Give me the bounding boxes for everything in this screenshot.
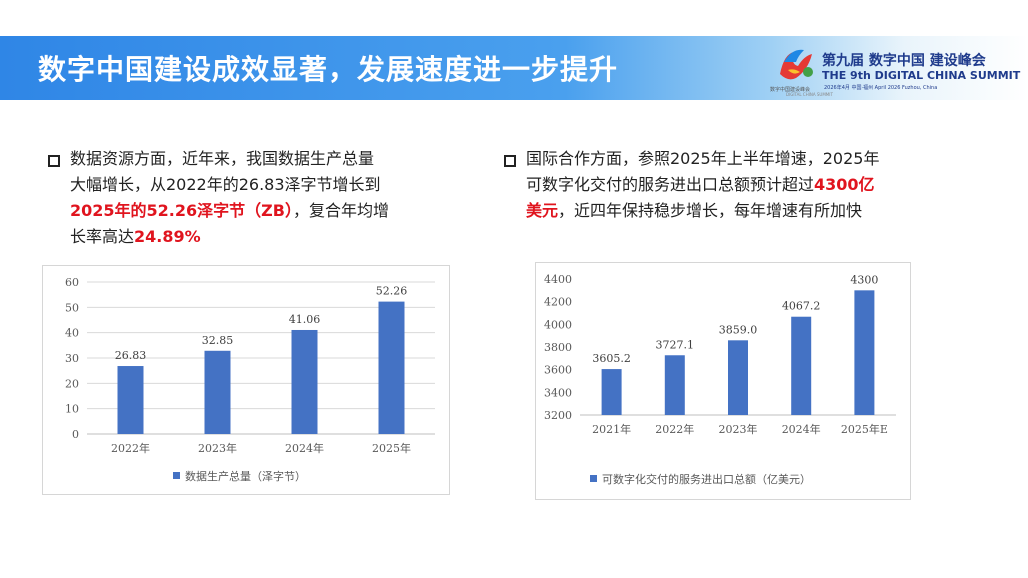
bar <box>601 369 622 415</box>
x-tick-label: 2025年 <box>372 441 411 455</box>
data-label: 3859.0 <box>719 323 758 336</box>
summit-logo-icon <box>780 49 813 80</box>
summit-date: 2026年4月 中国·福州 April 2026 Fuzhou, China <box>824 85 938 91</box>
bullet-square-icon <box>48 155 60 167</box>
data-label: 4067.2 <box>782 300 821 313</box>
left-line-3: 2025年的52.26泽字节（ZB），复合年均增 <box>70 198 470 224</box>
left-paragraph: 数据资源方面，近年来，我国数据生产总量 大幅增长，从2022年的26.83泽字节… <box>70 146 470 250</box>
bar <box>291 329 318 434</box>
left-highlight-2: 24.89% <box>134 227 201 246</box>
data-label: 52.26 <box>376 285 408 298</box>
logo-mark-text: 数字中国建设峰会 <box>770 87 811 93</box>
bar <box>728 340 748 415</box>
right-line-1: 国际合作方面，参照2025年上半年增速，2025年 <box>526 149 880 168</box>
chart-data-volume-frame: 0 10 20 30 40 50 60 26.83 2022年 32.85 2023年 41.06 20… <box>42 265 450 495</box>
x-tick-label: 2023年 <box>198 441 237 455</box>
y-tick-label: 10 <box>65 403 79 416</box>
chart-services-trade-frame: 3200 3400 3600 3800 4000 4200 4400 3605.2 2021年 3… <box>535 262 911 500</box>
data-label: 4300 <box>850 273 878 286</box>
y-tick-label: 4000 <box>544 318 572 331</box>
x-tick-label: 2024年 <box>782 422 821 436</box>
y-tick-label: 20 <box>65 377 79 390</box>
data-label: 26.83 <box>115 349 147 362</box>
x-tick-label: 2025年E <box>841 422 888 436</box>
x-tick-label: 2022年 <box>111 441 150 455</box>
right-line-3: 美元，近四年保持稳步增长，每年增速有所加快 <box>526 198 956 224</box>
y-tick-label: 0 <box>72 428 79 441</box>
right-paragraph: 国际合作方面，参照2025年上半年增速，2025年 可数字化交付的服务进出口总额… <box>526 146 956 224</box>
data-label: 41.06 <box>289 313 321 326</box>
bar <box>664 355 685 415</box>
logo-sub-text: DIGITAL CHINA SUMMIT <box>786 92 833 97</box>
right-line-2: 可数字化交付的服务进出口总额预计超过4300亿 <box>526 172 956 198</box>
y-tick-label: 3200 <box>544 409 572 422</box>
right-line-2-text: 可数字化交付的服务进出口总额预计超过 <box>526 175 815 194</box>
left-line-4-text: 长率高达 <box>70 227 135 246</box>
bar <box>854 290 875 415</box>
y-tick-label: 4200 <box>544 296 572 309</box>
page-title: 数字中国建设成效显著，发展速度进一步提升 <box>38 53 619 86</box>
bar <box>378 301 405 434</box>
right-highlight-2: 美元 <box>526 201 559 220</box>
data-label: 32.85 <box>202 334 234 347</box>
y-tick-label: 4400 <box>544 273 572 286</box>
x-tick-label: 2023年 <box>719 422 758 436</box>
bar <box>791 316 812 415</box>
left-line-3-rest: ，复合年均增 <box>292 201 389 220</box>
chart-services-trade: 3200 3400 3600 3800 4000 4200 4400 3605.2 2021年 3… <box>544 273 896 486</box>
right-highlight-1: 4300亿 <box>814 175 875 194</box>
left-line-2: 大幅增长，从2022年的26.83泽字节增长到 <box>70 175 381 194</box>
x-tick-label: 2022年 <box>655 422 694 436</box>
left-line-1: 数据资源方面，近年来，我国数据生产总量 <box>70 149 375 168</box>
chart-data-volume: 0 10 20 30 40 50 60 26.83 2022年 32.85 2023年 41.06 20… <box>65 276 435 483</box>
y-tick-label: 3600 <box>544 364 572 377</box>
data-label: 3605.2 <box>592 352 631 365</box>
x-tick-label: 2021年 <box>592 422 631 436</box>
bullet-square-icon <box>504 155 516 167</box>
bar <box>117 366 144 434</box>
y-tick-label: 30 <box>65 352 79 365</box>
bar <box>204 350 231 434</box>
right-line-3-rest: ，近四年保持稳步增长，每年增速有所加快 <box>558 201 863 220</box>
y-tick-label: 50 <box>65 301 79 314</box>
summit-name-cn: 第九届 数字中国 建设峰会 <box>822 53 986 69</box>
header-banner <box>0 36 1028 100</box>
x-tick-label: 2024年 <box>285 441 324 455</box>
left-line-4: 长率高达24.89% <box>70 224 470 250</box>
summit-name-en: THE 9th DIGITAL CHINA SUMMIT <box>822 69 1021 82</box>
left-highlight-1: 2025年的52.26泽字节（ZB） <box>70 201 293 220</box>
y-tick-label: 3800 <box>544 341 572 354</box>
y-tick-label: 40 <box>65 327 79 340</box>
y-tick-label: 3400 <box>544 386 572 399</box>
legend-label: 可数字化交付的服务进出口总额（亿美元） <box>602 472 811 486</box>
legend-label: 数据生产总量（泽字节） <box>185 469 306 483</box>
data-label: 3727.1 <box>656 338 695 351</box>
legend-swatch <box>173 472 180 479</box>
y-tick-label: 60 <box>65 276 79 289</box>
legend-swatch <box>590 475 597 482</box>
